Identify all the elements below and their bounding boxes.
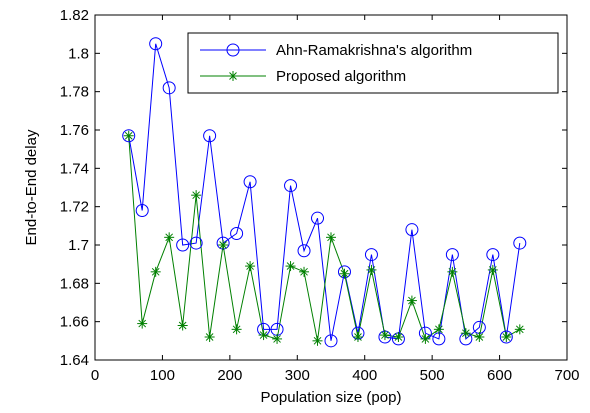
data-point-series-2 [379, 330, 390, 341]
data-point-series-2 [177, 320, 188, 331]
data-point-series-1 [203, 129, 217, 143]
data-point-series-2 [433, 324, 444, 335]
data-point-series-2 [245, 261, 256, 272]
data-point-series-2 [420, 333, 431, 344]
axis-tick-labels: 0 100 200 300 400 500 600 700 1.64 1.66 1.68 1.7 1.7… [60, 7, 580, 384]
data-point-series-2 [393, 332, 404, 342]
y-tick-label: 1.72 [60, 199, 89, 216]
data-point-series-1 [499, 330, 513, 344]
data-point-series-2 [501, 332, 512, 342]
y-tick-label: 1.7 [68, 237, 89, 254]
legend-entry-label: Proposed algorithm [276, 68, 406, 85]
plot-lines [128, 43, 521, 341]
y-tick-label: 1.68 [60, 275, 89, 292]
data-point-series-1 [135, 204, 149, 217]
data-point-series-2 [326, 232, 336, 243]
legend-entry-label: Ahn-Ramakrishna's algorithm [276, 42, 472, 59]
x-tick-label: 100 [150, 367, 175, 384]
legend-marker-circle [226, 43, 240, 57]
data-point-series-2 [231, 324, 242, 335]
series-line-2 [128, 135, 521, 341]
data-point-series-1 [364, 248, 378, 262]
data-point-series-2 [460, 328, 471, 339]
x-tick-label: 600 [487, 367, 512, 384]
y-tick-label: 1.8 [68, 45, 89, 62]
x-tick-label: 400 [352, 367, 377, 384]
y-tick-label: 1.66 [60, 314, 89, 331]
legend-box [187, 32, 559, 94]
axis-ticks [94, 14, 568, 361]
data-point-series-1 [284, 179, 298, 193]
data-point-series-2 [312, 335, 323, 346]
data-point-series-2 [366, 264, 377, 275]
data-point-series-2 [191, 190, 202, 201]
data-point-series-1 [324, 334, 338, 348]
plot-markers [122, 37, 527, 348]
data-point-series-2 [137, 318, 148, 329]
x-tick-label: 200 [217, 367, 242, 384]
data-point-series-2 [272, 333, 283, 344]
y-tick-label: 1.74 [60, 160, 89, 177]
data-point-series-1 [445, 248, 459, 262]
y-tick-label: 1.78 [60, 84, 89, 101]
data-point-series-1 [405, 223, 419, 237]
data-point-series-1 [311, 211, 325, 225]
x-tick-label: 700 [554, 367, 579, 384]
data-point-series-2 [164, 232, 175, 243]
data-point-series-1 [486, 248, 500, 262]
data-point-series-1 [189, 236, 203, 250]
data-point-series-2 [258, 330, 269, 341]
data-point-series-1 [230, 227, 244, 240]
data-point-series-2 [447, 266, 458, 277]
data-point-series-2 [204, 332, 215, 342]
data-point-series-2 [339, 268, 350, 279]
x-axis-label: Population size (pop) [261, 389, 402, 406]
y-tick-label: 1.64 [60, 352, 89, 369]
data-point-series-2 [123, 130, 134, 141]
y-axis-label: End-to-End delay [23, 129, 40, 245]
data-point-series-2 [218, 240, 229, 250]
x-tick-label: 300 [285, 367, 310, 384]
data-point-series-1 [122, 129, 136, 143]
data-point-series-1 [176, 238, 190, 252]
data-point-series-2 [285, 261, 296, 272]
data-point-series-1 [513, 236, 527, 250]
data-point-series-2 [474, 332, 485, 342]
series-line-1 [128, 43, 521, 341]
data-point-series-2 [487, 264, 498, 275]
data-point-series-2 [352, 332, 363, 342]
data-point-series-1 [162, 81, 176, 95]
x-tick-label: 0 [91, 367, 99, 384]
x-tick-label: 500 [420, 367, 445, 384]
data-point-series-2 [150, 266, 161, 277]
y-tick-label: 1.82 [60, 7, 89, 24]
legend-marker-star [228, 71, 238, 81]
y-tick-label: 1.76 [60, 122, 89, 139]
legend: Ahn-Ramakrishna's algorithm Proposed algo… [187, 32, 559, 94]
data-point-series-1 [243, 175, 257, 189]
plot-frame [94, 14, 568, 361]
data-point-series-2 [514, 324, 525, 335]
data-point-series-1 [149, 37, 163, 51]
data-point-series-1 [297, 244, 311, 258]
data-point-series-2 [299, 266, 310, 277]
data-point-series-2 [406, 295, 417, 306]
